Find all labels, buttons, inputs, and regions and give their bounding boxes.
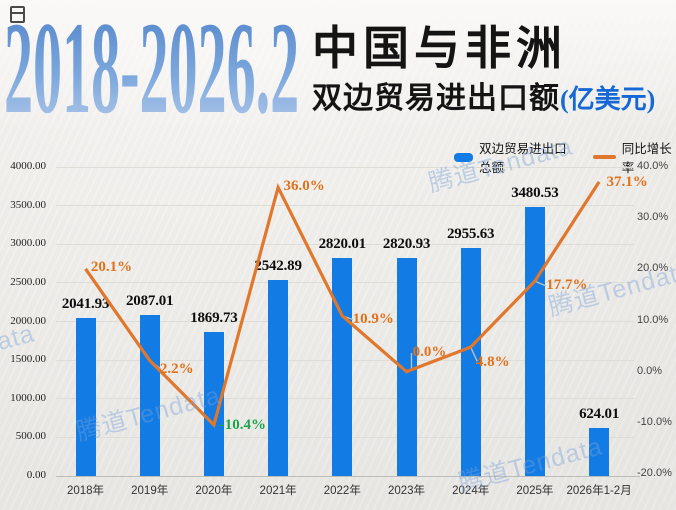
title-years-range-text: 2018-2026.2	[4, 12, 299, 130]
pct-label: 36.0%	[283, 178, 325, 195]
legend-bar-swatch	[454, 152, 474, 162]
legend-item-line: 同比增长率	[593, 138, 676, 176]
bar-value-label: 2542.89	[254, 257, 302, 274]
y-axis-left-tick: 1500.00	[10, 353, 46, 366]
gridline	[56, 475, 640, 477]
pct-label: 37.1%	[606, 173, 648, 190]
y-axis-right-tick: 0.0%	[637, 364, 663, 377]
y-axis-left-tick: 2500.00	[10, 275, 46, 288]
pct-label: -10.4%	[219, 416, 267, 433]
x-axis-label: 2023年	[387, 485, 426, 497]
bar	[75, 318, 96, 476]
bar-value-label: 624.01	[579, 405, 620, 422]
x-axis-label: 2020年	[195, 485, 233, 497]
legend-bar-label: 双边贸易进出口总额	[479, 142, 567, 175]
x-axis-label: 2019年	[131, 485, 169, 497]
y-axis-right-tick: 10.0%	[637, 313, 669, 326]
pct-label: 0.0%	[412, 343, 447, 360]
bar	[268, 279, 289, 476]
y-axis-left-tick: 1000.00	[10, 391, 46, 404]
page-title-unit: (亿美元)	[560, 85, 656, 114]
bar	[139, 314, 160, 476]
y-axis-left-tick: 3000.00	[10, 237, 46, 250]
pct-label: 10.9%	[352, 310, 394, 327]
x-axis-label: 2021年	[259, 485, 297, 497]
x-axis-label: 2024年	[452, 485, 490, 497]
y-axis-right-tick: -20.0%	[637, 467, 672, 479]
bar	[589, 427, 610, 476]
pct-label: 20.1%	[90, 258, 133, 275]
x-axis-label: 2018年	[66, 485, 105, 497]
legend: 双边贸易进出口总额 同比增长率	[454, 138, 676, 176]
y-axis-right-tick: 20.0%	[637, 262, 669, 275]
y-axis-left-tick: 3500.00	[10, 198, 46, 211]
legend-line-label: 同比增长率	[621, 142, 672, 175]
x-axis-label: 2022年	[323, 485, 361, 497]
gridline	[56, 205, 634, 207]
legend-line-swatch	[593, 155, 616, 159]
title-years-range: 2018-2026.2	[4, 12, 299, 130]
header-zone	[0, 0, 676, 132]
pct-label: 4.8%	[475, 354, 510, 371]
bar-value-label: 3480.53	[511, 185, 559, 202]
y-axis-left-tick: 4000.00	[10, 160, 46, 172]
bar	[396, 258, 417, 476]
page-title-line1: 中国与非洲	[312, 23, 567, 74]
y-axis-left-tick: 0.00	[26, 469, 46, 481]
page-title-line2: 双边贸易进出口额(亿美元)	[312, 84, 655, 114]
bar-value-label: 1869.73	[190, 309, 238, 326]
y-axis-left-tick: 500.00	[15, 430, 46, 443]
y-axis-right-tick: 30.0%	[637, 211, 669, 224]
y-axis-right-tick: 40.0%	[637, 160, 669, 172]
x-axis-label: 2026年1-2月	[566, 485, 632, 497]
y-axis-right-tick: -10.0%	[637, 415, 672, 428]
corner-mark	[10, 6, 25, 23]
pct-label: 2.2%	[159, 361, 194, 378]
pct-label: 17.7%	[546, 277, 588, 294]
bar-value-label: 2087.01	[126, 292, 174, 309]
bar-value-label: 2955.63	[447, 225, 495, 242]
bar	[332, 258, 353, 476]
gridline	[56, 166, 634, 168]
bar	[203, 331, 224, 476]
legend-item-bar: 双边贸易进出口总额	[454, 138, 577, 176]
bar	[524, 207, 545, 476]
page-title-line2-text: 双边贸易进出口额	[312, 82, 560, 115]
y-axis-left-tick: 2000.00	[10, 314, 46, 327]
x-axis-label: 2025年	[516, 485, 554, 497]
